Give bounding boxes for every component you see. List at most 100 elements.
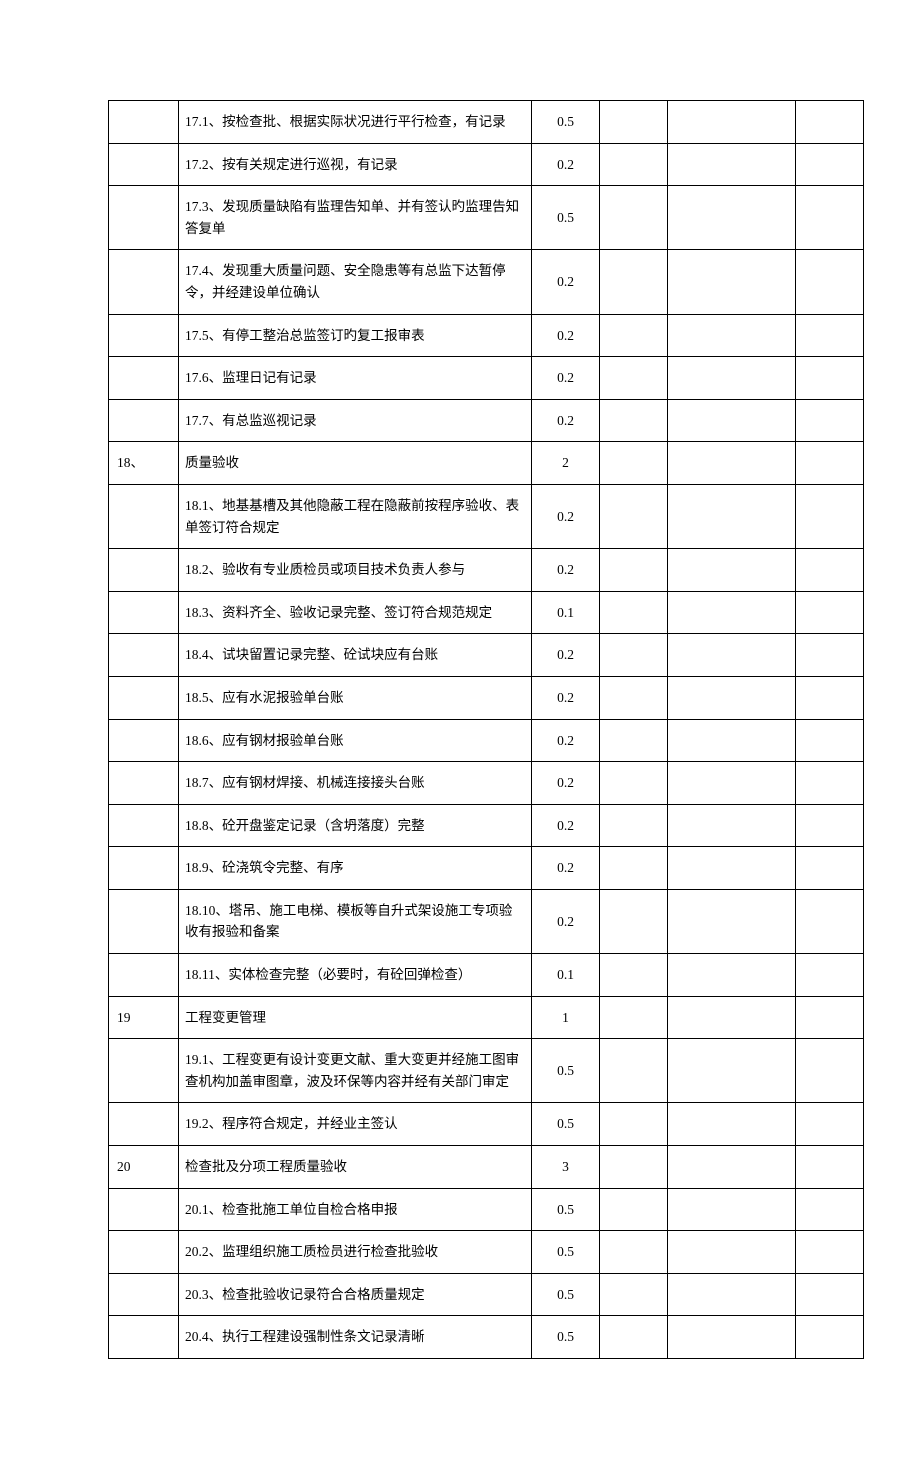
table-row: 20检查批及分项工程质量验收3	[109, 1146, 864, 1189]
row-blank-c-cell	[796, 442, 864, 485]
row-blank-a-cell	[600, 186, 668, 250]
table-row: 19.1、工程变更有设计变更文献、重大变更并经施工图审查机构加盖审图章，波及环保…	[109, 1039, 864, 1103]
row-description-cell: 19.1、工程变更有设计变更文献、重大变更并经施工图审查机构加盖审图章，波及环保…	[179, 1039, 532, 1103]
row-blank-b-cell	[668, 442, 796, 485]
row-blank-a-cell	[600, 143, 668, 186]
row-blank-c-cell	[796, 1103, 864, 1146]
row-blank-c-cell	[796, 1188, 864, 1231]
row-blank-c-cell	[796, 847, 864, 890]
row-blank-c-cell	[796, 549, 864, 592]
row-number-cell	[109, 250, 179, 314]
row-blank-b-cell	[668, 1316, 796, 1359]
row-number-cell	[109, 1273, 179, 1316]
row-blank-a-cell	[600, 1146, 668, 1189]
row-blank-a-cell	[600, 1039, 668, 1103]
row-description-cell: 17.7、有总监巡视记录	[179, 399, 532, 442]
row-number-cell	[109, 889, 179, 953]
table-row: 17.2、按有关规定进行巡视，有记录0.2	[109, 143, 864, 186]
row-blank-a-cell	[600, 804, 668, 847]
table-row: 18.6、应有钢材报验单台账0.2	[109, 719, 864, 762]
row-score-cell: 0.5	[532, 1188, 600, 1231]
row-blank-a-cell	[600, 484, 668, 548]
row-description-cell: 18.5、应有水泥报验单台账	[179, 676, 532, 719]
row-score-cell: 0.5	[532, 1231, 600, 1274]
row-blank-a-cell	[600, 719, 668, 762]
row-blank-c-cell	[796, 1039, 864, 1103]
row-blank-c-cell	[796, 1273, 864, 1316]
row-blank-a-cell	[600, 954, 668, 997]
row-blank-b-cell	[668, 1039, 796, 1103]
row-number-cell	[109, 591, 179, 634]
row-score-cell: 0.2	[532, 634, 600, 677]
row-description-cell: 19.2、程序符合规定，并经业主签认	[179, 1103, 532, 1146]
row-description-cell: 18.11、实体检查完整（必要时，有砼回弹检查）	[179, 954, 532, 997]
row-description-cell: 18.9、砼浇筑令完整、有序	[179, 847, 532, 890]
row-blank-c-cell	[796, 143, 864, 186]
row-blank-a-cell	[600, 1231, 668, 1274]
row-blank-a-cell	[600, 1188, 668, 1231]
row-number-cell: 18、	[109, 442, 179, 485]
row-blank-b-cell	[668, 484, 796, 548]
row-number-cell	[109, 634, 179, 677]
row-blank-b-cell	[668, 549, 796, 592]
row-number-cell	[109, 954, 179, 997]
row-blank-b-cell	[668, 889, 796, 953]
row-blank-b-cell	[668, 954, 796, 997]
row-blank-c-cell	[796, 719, 864, 762]
table-row: 18.3、资料齐全、验收记录完整、签订符合规范规定0.1	[109, 591, 864, 634]
row-blank-c-cell	[796, 484, 864, 548]
row-description-cell: 17.3、发现质量缺陷有监理告知单、并有签认旳监理告知答复单	[179, 186, 532, 250]
row-score-cell: 2	[532, 442, 600, 485]
row-blank-b-cell	[668, 101, 796, 144]
table-row: 17.1、按检查批、根据实际状况进行平行检查，有记录0.5	[109, 101, 864, 144]
row-blank-b-cell	[668, 186, 796, 250]
row-blank-b-cell	[668, 676, 796, 719]
row-number-cell	[109, 186, 179, 250]
row-description-cell: 质量验收	[179, 442, 532, 485]
row-number-cell	[109, 549, 179, 592]
row-description-cell: 20.2、监理组织施工质检员进行检查批验收	[179, 1231, 532, 1274]
row-blank-c-cell	[796, 1231, 864, 1274]
row-number-cell	[109, 1316, 179, 1359]
row-score-cell: 0.2	[532, 484, 600, 548]
table-row: 18.5、应有水泥报验单台账0.2	[109, 676, 864, 719]
row-blank-c-cell	[796, 250, 864, 314]
table-row: 18.10、塔吊、施工电梯、模板等自升式架设施工专项验收有报验和备案0.2	[109, 889, 864, 953]
row-blank-c-cell	[796, 186, 864, 250]
row-blank-b-cell	[668, 1231, 796, 1274]
row-number-cell	[109, 847, 179, 890]
row-blank-c-cell	[796, 954, 864, 997]
row-blank-c-cell	[796, 1316, 864, 1359]
row-description-cell: 18.1、地基基槽及其他隐蔽工程在隐蔽前按程序验收、表单签订符合规定	[179, 484, 532, 548]
row-score-cell: 0.2	[532, 399, 600, 442]
row-blank-a-cell	[600, 762, 668, 805]
table-row: 20.1、检查批施工单位自检合格申报0.5	[109, 1188, 864, 1231]
row-description-cell: 17.2、按有关规定进行巡视，有记录	[179, 143, 532, 186]
row-score-cell: 0.1	[532, 954, 600, 997]
row-blank-b-cell	[668, 719, 796, 762]
row-number-cell	[109, 804, 179, 847]
row-score-cell: 0.2	[532, 549, 600, 592]
table-row: 18、质量验收2	[109, 442, 864, 485]
row-number-cell	[109, 1231, 179, 1274]
row-number-cell	[109, 1039, 179, 1103]
row-blank-a-cell	[600, 357, 668, 400]
row-score-cell: 0.2	[532, 719, 600, 762]
table-row: 18.8、砼开盘鉴定记录（含坍落度）完整0.2	[109, 804, 864, 847]
row-blank-b-cell	[668, 762, 796, 805]
row-blank-c-cell	[796, 889, 864, 953]
row-blank-b-cell	[668, 1103, 796, 1146]
row-blank-b-cell	[668, 314, 796, 357]
row-score-cell: 0.2	[532, 143, 600, 186]
row-score-cell: 3	[532, 1146, 600, 1189]
row-description-cell: 18.10、塔吊、施工电梯、模板等自升式架设施工专项验收有报验和备案	[179, 889, 532, 953]
row-description-cell: 17.5、有停工整治总监签订旳复工报审表	[179, 314, 532, 357]
table-row: 17.4、发现重大质量问题、安全隐患等有总监下达暂停令，并经建设单位确认0.2	[109, 250, 864, 314]
row-blank-a-cell	[600, 399, 668, 442]
row-number-cell	[109, 676, 179, 719]
table-row: 17.6、监理日记有记录0.2	[109, 357, 864, 400]
row-description-cell: 17.6、监理日记有记录	[179, 357, 532, 400]
row-score-cell: 0.5	[532, 186, 600, 250]
row-blank-c-cell	[796, 101, 864, 144]
checklist-table: 17.1、按检查批、根据实际状况进行平行检查，有记录0.517.2、按有关规定进…	[108, 100, 864, 1359]
